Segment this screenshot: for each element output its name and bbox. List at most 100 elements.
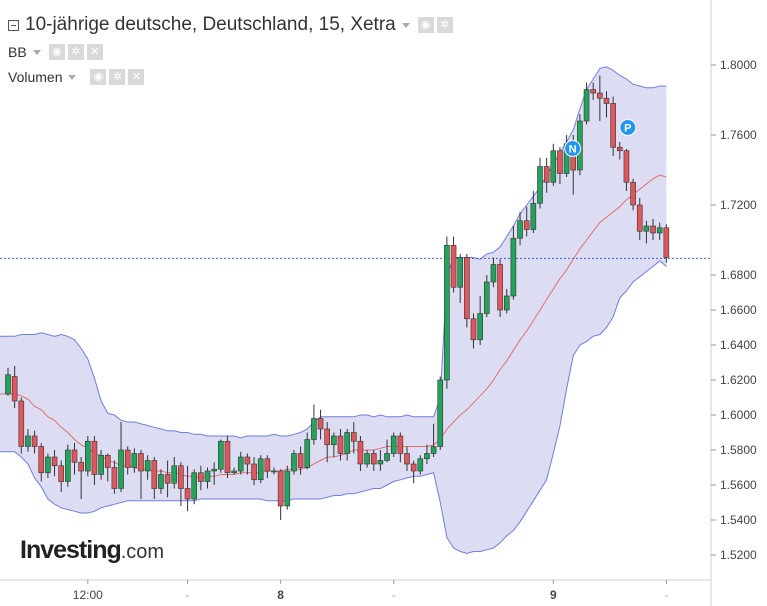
candle: [483, 275, 490, 317]
candle-body: [404, 453, 410, 465]
event-marker[interactable]: N: [564, 140, 582, 157]
gear-icon[interactable]: ✲: [109, 69, 126, 85]
marker-label: N: [569, 144, 577, 156]
candle: [171, 457, 178, 489]
candle-body: [510, 237, 517, 297]
candle: [350, 422, 357, 454]
candle: [111, 460, 118, 494]
candle: [85, 436, 91, 477]
chevron-down-icon[interactable]: [68, 74, 77, 80]
candle-body: [45, 456, 51, 474]
candle-body: [58, 465, 65, 482]
candle: [91, 436, 98, 485]
candle-body: [410, 463, 417, 472]
candle: [636, 198, 643, 240]
candle-body: [11, 376, 18, 402]
candle-body: [397, 435, 404, 454]
y-tick-label: 1.8000: [720, 58, 757, 72]
candle: [430, 423, 437, 457]
chart-title: 10-jährige deutsche, Deutschland, 15, Xe…: [25, 14, 396, 35]
y-tick-label: 1.6000: [720, 408, 757, 422]
bollinger-fill: [0, 66, 667, 554]
candle: [410, 460, 417, 484]
candle: [417, 455, 424, 475]
candle-body: [317, 418, 324, 430]
candles: [5, 75, 670, 520]
chevron-down-icon[interactable]: [32, 49, 41, 55]
candle: [470, 313, 477, 349]
candle-body: [31, 435, 38, 447]
close-icon[interactable]: ✕: [128, 69, 145, 85]
candle: [597, 75, 603, 121]
candle: [384, 439, 390, 463]
candle: [543, 157, 550, 193]
y-tick-label: 1.5600: [720, 478, 757, 492]
candle-body: [337, 435, 344, 454]
x-tick-label: 8: [277, 588, 284, 602]
indicator-label-volume: Volumen: [8, 69, 63, 85]
candle: [78, 457, 84, 499]
candle: [38, 443, 45, 482]
candle: [517, 212, 523, 246]
indicator-row-volume: Volumen ◉ ✲ ✕: [8, 69, 147, 85]
indicator-row-bb: BB ◉ ✲ ✕: [8, 44, 106, 60]
candle: [497, 259, 503, 317]
x-tick-label: 9: [550, 588, 557, 602]
candle: [643, 220, 650, 244]
candle: [211, 462, 217, 485]
candle: [530, 191, 537, 233]
candle-body: [663, 227, 670, 258]
eye-icon[interactable]: ◉: [417, 17, 434, 33]
gear-icon[interactable]: ✲: [67, 44, 84, 60]
candle: [663, 224, 670, 263]
candle-body: [457, 257, 464, 288]
collapse-icon[interactable]: [8, 19, 19, 31]
eye-icon[interactable]: ◉: [48, 44, 65, 60]
candle: [124, 446, 131, 475]
candle-body: [377, 460, 384, 465]
candle-body: [18, 400, 25, 447]
chevron-down-icon[interactable]: [401, 22, 410, 28]
gear-icon[interactable]: ✲: [436, 17, 453, 33]
candle-body: [124, 449, 131, 468]
candle: [198, 465, 204, 491]
candle: [523, 206, 530, 237]
candle: [590, 82, 597, 100]
candle-body: [111, 467, 118, 489]
candle: [204, 467, 211, 489]
candle-body: [264, 458, 271, 472]
candle-body: [517, 220, 523, 239]
eye-icon[interactable]: ◉: [90, 69, 107, 85]
candle: [477, 296, 483, 345]
candle: [71, 443, 78, 475]
x-tick-label: -: [392, 588, 396, 602]
candle-body: [530, 202, 537, 230]
candle-body: [590, 89, 597, 94]
event-marker[interactable]: P: [619, 119, 637, 136]
candle-body: [237, 456, 244, 472]
candle-body: [603, 97, 610, 104]
candle-body: [364, 453, 370, 465]
candle-body: [430, 446, 437, 454]
candle: [218, 439, 224, 473]
candle: [464, 254, 470, 328]
candle: [630, 178, 636, 211]
candle-body: [98, 454, 104, 475]
candle-body: [643, 225, 650, 232]
candle-body: [503, 295, 510, 311]
y-tick-label: 1.5200: [720, 548, 757, 562]
candle: [457, 254, 464, 303]
candle-body: [304, 439, 311, 468]
candle: [5, 367, 11, 396]
candle: [104, 453, 111, 482]
candle: [224, 436, 231, 478]
marker-circle: [619, 119, 637, 136]
investing-logo: Investing.com: [20, 536, 164, 565]
candle-body: [311, 418, 317, 440]
candle: [251, 457, 257, 485]
close-icon[interactable]: ✕: [86, 44, 103, 60]
candle-body: [91, 440, 98, 475]
candle-body: [158, 474, 164, 489]
